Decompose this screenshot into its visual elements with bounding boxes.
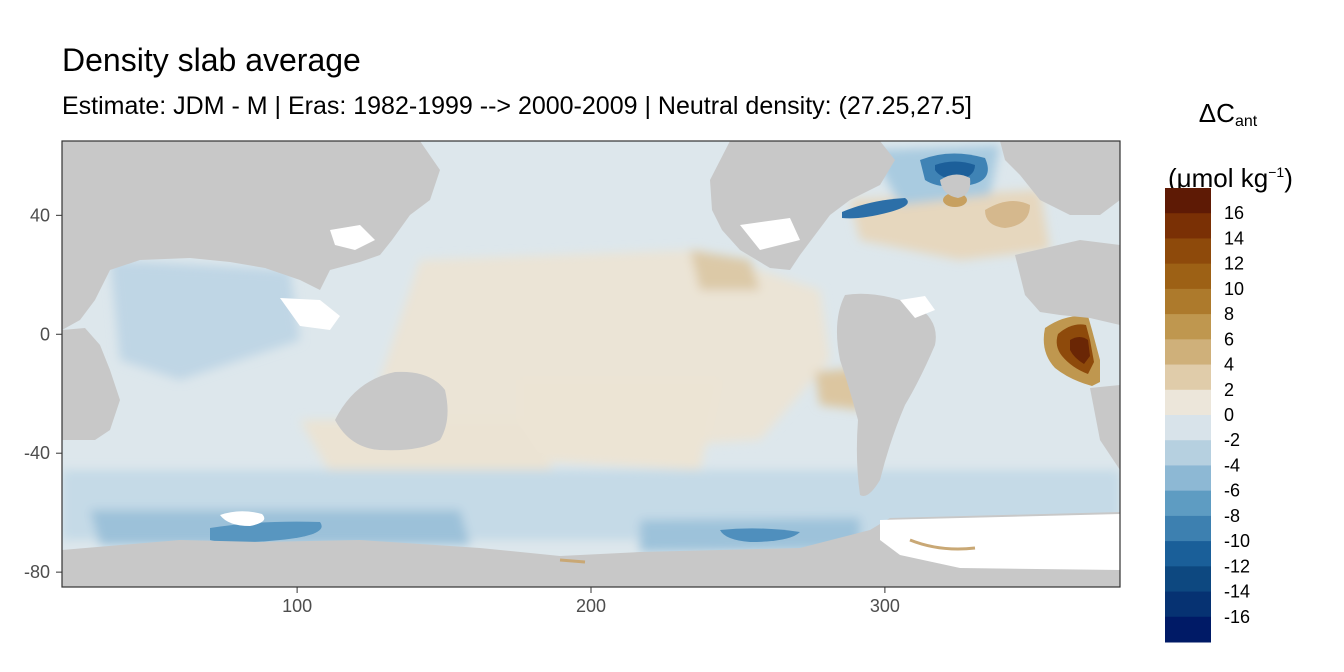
- legend-title: ΔCant (μmol kg−1): [1168, 88, 1293, 203]
- legend-label: 14: [1224, 228, 1244, 248]
- legend-label: -6: [1224, 481, 1240, 501]
- legend-label: -8: [1224, 506, 1240, 526]
- y-tick-label: -80: [24, 562, 50, 582]
- legend-color-bin: [1165, 213, 1211, 239]
- x-tick-label: 100: [282, 596, 312, 616]
- ross-sea-positive-line: [559, 558, 586, 564]
- y-tick-label: 0: [40, 324, 50, 344]
- legend-color-bin: [1165, 288, 1211, 315]
- x-tick-label: 200: [576, 596, 606, 616]
- land-antarctica: [62, 512, 1120, 587]
- gulf-stream-negative: [842, 198, 908, 219]
- x-tick-label: 300: [870, 596, 900, 616]
- legend-label: -4: [1224, 455, 1240, 475]
- legend-label: 8: [1224, 304, 1234, 324]
- legend-label: -12: [1224, 556, 1250, 576]
- chart-subtitle: Estimate: JDM - M | Eras: 1982-1999 --> …: [62, 92, 972, 120]
- legend-color-bin: [1165, 238, 1211, 265]
- legend-label: 2: [1224, 380, 1234, 400]
- legend-color-bin: [1165, 465, 1211, 492]
- legend-color-bin: [1165, 591, 1211, 618]
- legend-color-bin: [1165, 188, 1211, 214]
- brazil-shelf-no-data: [900, 296, 935, 318]
- legend-label: 4: [1224, 355, 1234, 375]
- land-europe: [1000, 141, 1120, 215]
- strong-anomaly-features: [210, 153, 1100, 543]
- legend-label: 10: [1224, 279, 1244, 299]
- legend-color-bin: [1165, 415, 1211, 441]
- legend-color-bin: [1165, 566, 1211, 593]
- indonesia-no-data: [280, 298, 340, 330]
- land-australia: [335, 371, 448, 451]
- indian-sector-strong-negative: [210, 521, 322, 543]
- gulf-of-mexico-no-data: [740, 218, 800, 250]
- legend-color-bin: [1165, 263, 1211, 290]
- legend-label: -2: [1224, 430, 1240, 450]
- legend-title-quantity: ΔCant: [1198, 98, 1258, 130]
- land-africa-south: [1090, 385, 1120, 470]
- no-data-areas: [220, 218, 1120, 570]
- east-china-sea-no-data: [330, 225, 375, 250]
- legend-title-unit: (μmol kg−1): [1168, 163, 1293, 193]
- legend-label: -14: [1224, 582, 1250, 602]
- pacific-tropical-positive-region: [380, 250, 830, 450]
- eastern-atlantic-positive-core: [1070, 337, 1090, 364]
- indian-ocean-negative-region: [110, 260, 300, 380]
- land-greenland-tip: [940, 174, 971, 198]
- labrador-sea-core-negative: [935, 161, 975, 180]
- legend-label: -16: [1224, 607, 1250, 627]
- indian-antarctic-no-data: [220, 511, 265, 526]
- legend-color-bin: [1165, 314, 1211, 340]
- y-axis: 40 0 -40 -80: [24, 205, 62, 582]
- antarctic-coastal-positive-line: [909, 538, 976, 551]
- legend-label: 6: [1224, 329, 1234, 349]
- legend-color-bin: [1165, 339, 1211, 366]
- weddell-sea-no-data: [880, 514, 1120, 570]
- legend-color-bin: [1165, 515, 1211, 542]
- legend-label: 12: [1224, 254, 1244, 274]
- land-africa-west: [1015, 240, 1120, 325]
- legend-label: 0: [1224, 405, 1234, 425]
- south-pacific-positive-region: [520, 380, 720, 470]
- legend-color-bin: [1165, 440, 1211, 466]
- legend-color-bin: [1165, 364, 1211, 391]
- legend-label: -10: [1224, 531, 1250, 551]
- legend-label: 16: [1224, 203, 1244, 223]
- legend-color-bin: [1165, 389, 1211, 416]
- pacific-sector-strong-negative: [720, 528, 800, 542]
- land-south-america: [836, 293, 936, 496]
- legend-color-bin: [1165, 541, 1211, 567]
- anomaly-fields: [62, 145, 1120, 552]
- color-legend: 16 14 12 10 8 6 4 2 0 -2 -4 -6 -8 -10 -12 -14 -16: [1165, 188, 1250, 643]
- legend-color-bin: [1165, 616, 1211, 643]
- y-tick-label: 40: [30, 205, 50, 225]
- northeast-atlantic-positive-patch: [985, 201, 1030, 228]
- pacific-small-positive-patch: [690, 250, 760, 290]
- y-tick-label: -40: [24, 443, 50, 463]
- land-asia: [62, 141, 440, 330]
- land-africa-east: [62, 328, 120, 440]
- legend-color-bin: [1165, 490, 1211, 517]
- x-axis: 100 200 300: [282, 587, 900, 616]
- chart-title: Density slab average: [62, 42, 361, 78]
